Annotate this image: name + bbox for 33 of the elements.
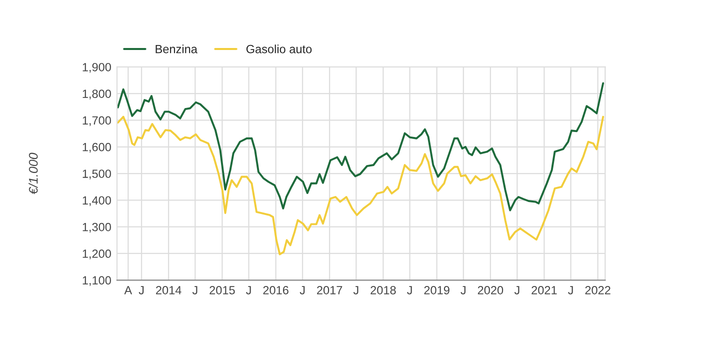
x-tick-label: J [407, 286, 412, 294]
x-tick-label: 2019 [424, 286, 450, 294]
y-axis-title: €/1.000 [28, 152, 38, 194]
x-tick-label: J [568, 286, 573, 294]
y-tick-label: 1,700 [82, 116, 111, 126]
x-tick-label: 2014 [156, 286, 182, 294]
x-tick-label: J [300, 286, 305, 294]
legend-label: Gasolio auto [246, 44, 312, 54]
x-tick-label: J [246, 286, 251, 294]
x-tick-label: 2015 [210, 286, 235, 294]
line-series [117, 116, 604, 256]
y-tick-label: 1,900 [82, 62, 111, 73]
x-tick-label: 2017 [317, 286, 342, 294]
y-tick-label: 1,500 [82, 170, 111, 180]
y-tick-label: 1,600 [82, 142, 111, 153]
x-tick-label: 2020 [478, 286, 504, 294]
legend-label: Benzina [156, 44, 198, 54]
x-tick-label: 2022 [585, 286, 610, 294]
x-tick-label: 2018 [370, 286, 396, 294]
x-tick-label: 2016 [263, 286, 288, 294]
x-tick-label: 2021 [532, 286, 557, 294]
y-tick-label: 1,400 [82, 196, 111, 206]
x-tick-label: J [138, 286, 144, 294]
y-tick-label: 1,200 [82, 250, 111, 260]
x-tick-label: A [124, 286, 132, 294]
x-tick-label: J [514, 286, 520, 294]
y-tick-label: 1,300 [82, 222, 111, 233]
line-series [117, 82, 604, 212]
y-tick-label: 1,800 [82, 90, 111, 100]
x-tick-label: J [192, 286, 198, 294]
x-tick-label: J [460, 286, 466, 294]
x-tick-label: J [353, 286, 358, 294]
y-tick-label: 1,100 [82, 276, 111, 286]
